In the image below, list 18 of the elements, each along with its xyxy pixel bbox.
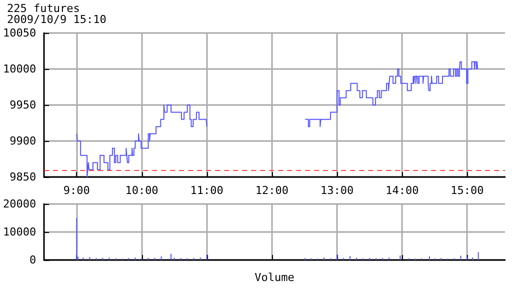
x-tick-label: 14:00 bbox=[386, 184, 419, 197]
y-tick-label: 10050 bbox=[2, 26, 36, 40]
x-tick-label: 15:00 bbox=[450, 184, 484, 197]
x-tick-label: 9:00 bbox=[63, 184, 90, 197]
chart-title: 225 futures bbox=[7, 2, 80, 15]
x-tick-label: 11:00 bbox=[190, 184, 224, 197]
x-tick-label: 13:00 bbox=[320, 184, 354, 197]
x-tick-label: 10:00 bbox=[125, 184, 158, 197]
y-tick-label: 10000 bbox=[2, 226, 36, 238]
y-tick-label: 10000 bbox=[2, 62, 36, 76]
y-tick-label: 9950 bbox=[10, 98, 36, 112]
x-axis-title: Volume bbox=[254, 271, 294, 284]
chart-subtitle: 2009/10/9 15:10 bbox=[7, 13, 106, 26]
x-tick-label: 12:00 bbox=[255, 184, 289, 197]
y-tick-label: 20000 bbox=[2, 198, 36, 210]
y-tick-label: 0 bbox=[29, 254, 36, 266]
y-tick-label: 9900 bbox=[10, 134, 36, 148]
y-tick-label: 9850 bbox=[10, 170, 36, 184]
